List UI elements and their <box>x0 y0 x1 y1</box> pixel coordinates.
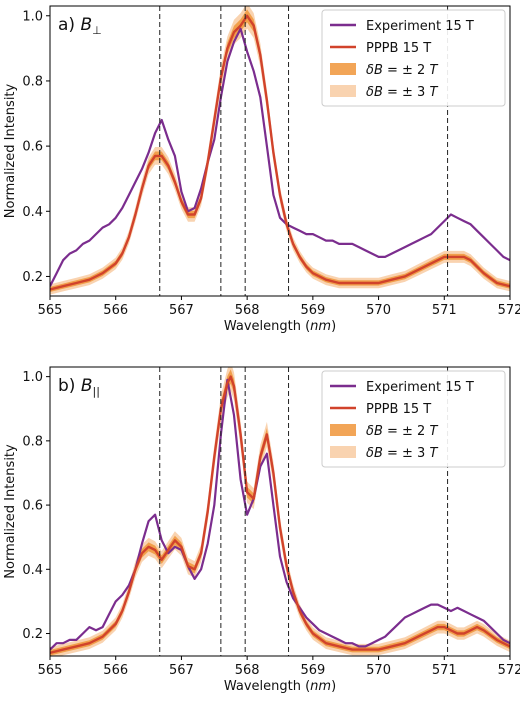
x-tick-label: 572 <box>498 663 520 678</box>
legend-swatch-db2 <box>330 424 356 436</box>
legend-label-unit: T <box>429 424 438 439</box>
legend-label-unit: T <box>429 85 438 100</box>
y-tick-label: 0.2 <box>22 270 43 285</box>
legend-label-rest: = ± 3 <box>383 85 430 100</box>
x-tick-label: 569 <box>300 663 325 678</box>
panel-subscript: || <box>93 385 100 398</box>
legend-swatch-db3 <box>330 446 356 458</box>
y-tick-label: 0.4 <box>22 205 43 220</box>
x-tick-label: 566 <box>103 303 128 318</box>
legend-box <box>321 9 506 107</box>
legend-label-unit: T <box>429 63 438 78</box>
y-tick-label: 1.0 <box>22 370 43 385</box>
x-tick-label: 570 <box>366 663 391 678</box>
pppb-line <box>50 14 510 291</box>
x-tick-label: 569 <box>300 303 325 318</box>
x-axis-label: Wavelength (nm) <box>224 679 336 694</box>
legend-label-rest: = ± 2 <box>383 424 430 439</box>
y-tick-label: 0.8 <box>22 434 43 449</box>
y-axis-label: Normalized Intensity <box>3 83 18 218</box>
pppb-line <box>50 375 510 654</box>
legend-label: δB = ± 2 T <box>366 63 438 78</box>
x-tick-label: 570 <box>366 303 391 318</box>
y-axis-label: Normalized Intensity <box>3 444 18 579</box>
x-axis-label-unit: nm <box>310 679 331 694</box>
axes-frame <box>49 5 511 297</box>
x-axis-label: Wavelength (nm) <box>224 319 336 334</box>
legend-label-main: δB <box>366 424 383 439</box>
x-axis-label-text: Wavelength ( <box>224 679 310 694</box>
y-tick-label: 1.0 <box>22 9 43 24</box>
panel-letter: b) <box>58 376 75 396</box>
x-axis-label-end: ) <box>331 679 336 694</box>
panel-subscript: ⊥ <box>92 24 102 37</box>
experiment-line <box>50 378 510 651</box>
axes-frame <box>49 366 511 657</box>
plot-area <box>50 367 510 656</box>
y-tick-label: 0.4 <box>22 563 43 578</box>
legend-label: δB = ± 2 T <box>366 424 438 439</box>
legend-label-unit: T <box>429 446 438 461</box>
legend-label: δB = ± 3 T <box>366 85 438 100</box>
x-tick-label: 568 <box>235 663 260 678</box>
y-tick-label: 0.6 <box>22 499 43 514</box>
x-tick-label: 565 <box>38 303 63 318</box>
legend-label-main: δB <box>366 446 383 461</box>
panel-letter: a) <box>58 15 75 35</box>
legend-label-rest: = ± 2 <box>383 63 430 78</box>
legend-label-main: δB <box>366 85 383 100</box>
legend-label-main: δB <box>366 63 383 78</box>
legend-label: PPPB 15 T <box>366 402 431 417</box>
experiment-line <box>50 27 510 287</box>
y-tick-label: 0.2 <box>22 627 43 642</box>
x-tick-label: 568 <box>235 303 260 318</box>
legend-label: δB = ± 3 T <box>366 446 438 461</box>
panel-symbol: B <box>80 15 92 35</box>
panel-a: 565 566 567 568 569 570 571 572 0.2 0.4 0.6 0.8 1.0 W… <box>3 5 520 334</box>
y-tick-label: 0.6 <box>22 140 43 155</box>
panel-symbol: B <box>81 376 93 396</box>
legend-label: PPPB 15 T <box>366 41 431 56</box>
x-tick-label: 572 <box>498 303 520 318</box>
legend-label: Experiment 15 T <box>366 19 474 34</box>
panel-label: b) B|| <box>58 376 100 398</box>
x-tick-label: 567 <box>169 663 194 678</box>
plot-area <box>50 6 510 295</box>
x-axis-label-unit: nm <box>310 319 331 334</box>
legend-label: Experiment 15 T <box>366 380 474 395</box>
legend-box <box>321 370 506 468</box>
legend-label-rest: = ± 3 <box>383 446 430 461</box>
panel-label: a) B⊥ <box>58 15 102 37</box>
x-tick-label: 571 <box>432 303 457 318</box>
panel-b: 565 566 567 568 569 570 571 572 0.2 0.4 0.6 0.8 1.0 W… <box>3 366 520 694</box>
x-tick-label: 571 <box>432 663 457 678</box>
y-tick-label: 0.8 <box>22 74 43 89</box>
x-axis-label-text: Wavelength ( <box>224 319 310 334</box>
x-tick-label: 567 <box>169 303 194 318</box>
x-axis-label-end: ) <box>331 319 336 334</box>
legend-swatch-db2 <box>330 63 356 75</box>
legend-swatch-db3 <box>330 85 356 97</box>
x-tick-label: 565 <box>38 663 63 678</box>
x-tick-label: 566 <box>103 663 128 678</box>
